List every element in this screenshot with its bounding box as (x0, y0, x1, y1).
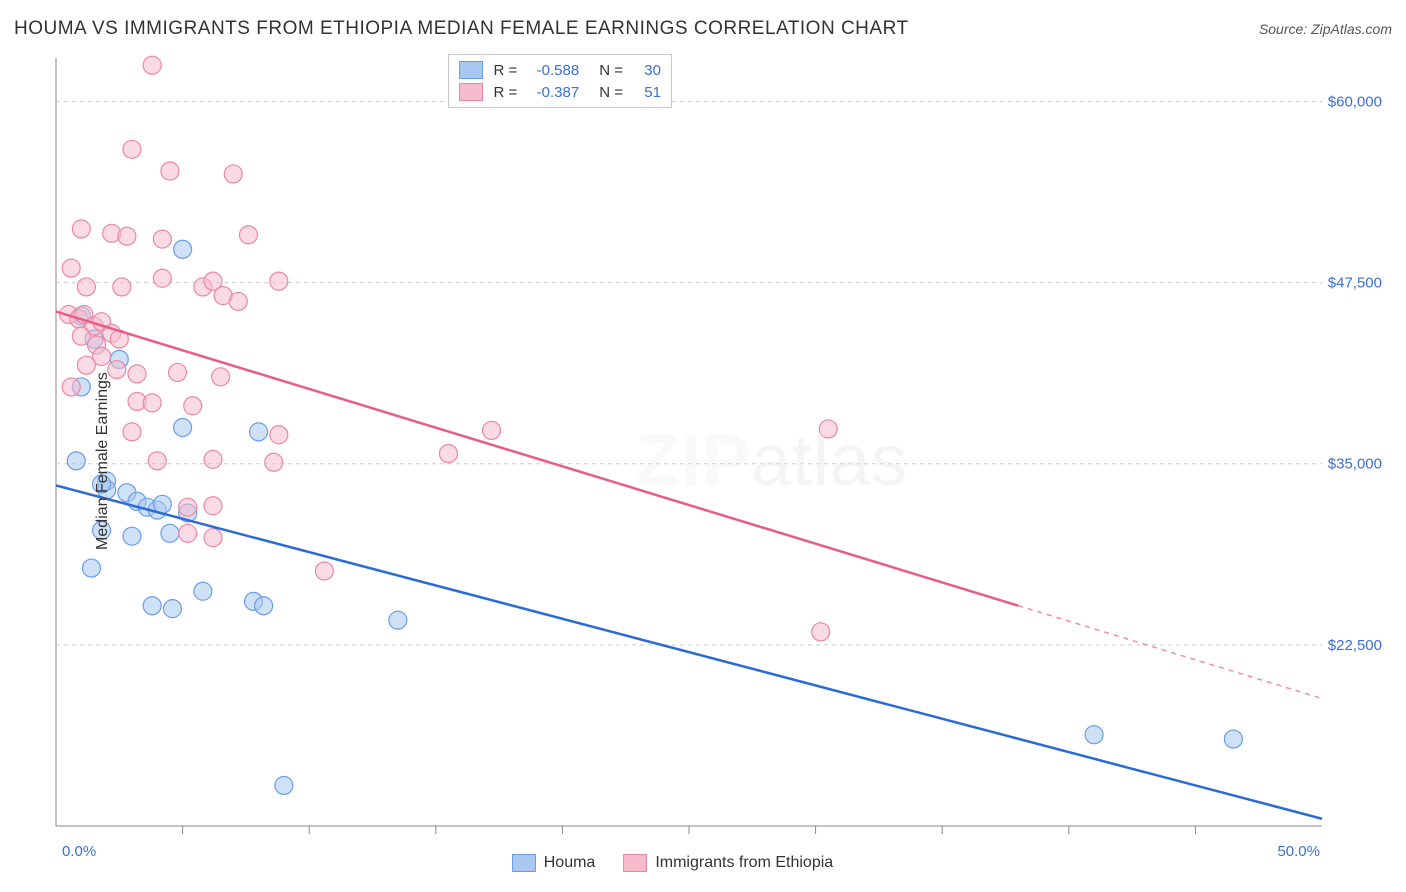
legend-n-label: N = (599, 84, 623, 101)
legend-swatch (512, 854, 536, 872)
legend-n-value: 51 (633, 84, 661, 101)
chart-area: Median Female Earnings ZIPatlas $60,000$… (14, 50, 1392, 872)
legend-r-label: R = (493, 62, 517, 79)
svg-text:0.0%: 0.0% (62, 843, 96, 860)
svg-text:$35,000: $35,000 (1328, 456, 1382, 473)
legend-swatch (623, 854, 647, 872)
legend-row: R = -0.588 N = 30 (459, 59, 661, 81)
correlation-legend: R = -0.588 N = 30 R = -0.387 N = 51 (448, 54, 672, 108)
chart-title: HOUMA VS IMMIGRANTS FROM ETHIOPIA MEDIAN… (14, 18, 909, 40)
source-name: ZipAtlas.com (1311, 21, 1392, 37)
svg-text:$60,000: $60,000 (1328, 93, 1382, 110)
legend-n-value: 30 (633, 62, 661, 79)
legend-row: R = -0.387 N = 51 (459, 81, 661, 103)
series-legend-item: Immigrants from Ethiopia (623, 854, 833, 872)
legend-r-value: -0.588 (527, 62, 579, 79)
legend-n-label: N = (599, 62, 623, 79)
legend-r-value: -0.387 (527, 84, 579, 101)
series-legend: Houma Immigrants from Ethiopia (512, 854, 833, 872)
series-name: Houma (544, 854, 596, 872)
svg-text:50.0%: 50.0% (1277, 843, 1320, 860)
svg-text:$22,500: $22,500 (1328, 637, 1382, 654)
source-label: Source: (1259, 21, 1311, 37)
source-attribution: Source: ZipAtlas.com (1259, 21, 1392, 37)
series-name: Immigrants from Ethiopia (655, 854, 833, 872)
svg-text:$47,500: $47,500 (1328, 275, 1382, 292)
series-legend-item: Houma (512, 854, 596, 872)
legend-swatch (459, 83, 483, 101)
legend-swatch (459, 61, 483, 79)
y-axis-label: Median Female Earnings (94, 372, 112, 550)
legend-r-label: R = (493, 84, 517, 101)
chart-svg: $60,000 $47,500 $35,000 $22,500 0.0% 50.0% (14, 50, 1392, 872)
header: HOUMA VS IMMIGRANTS FROM ETHIOPIA MEDIAN… (14, 18, 1392, 40)
